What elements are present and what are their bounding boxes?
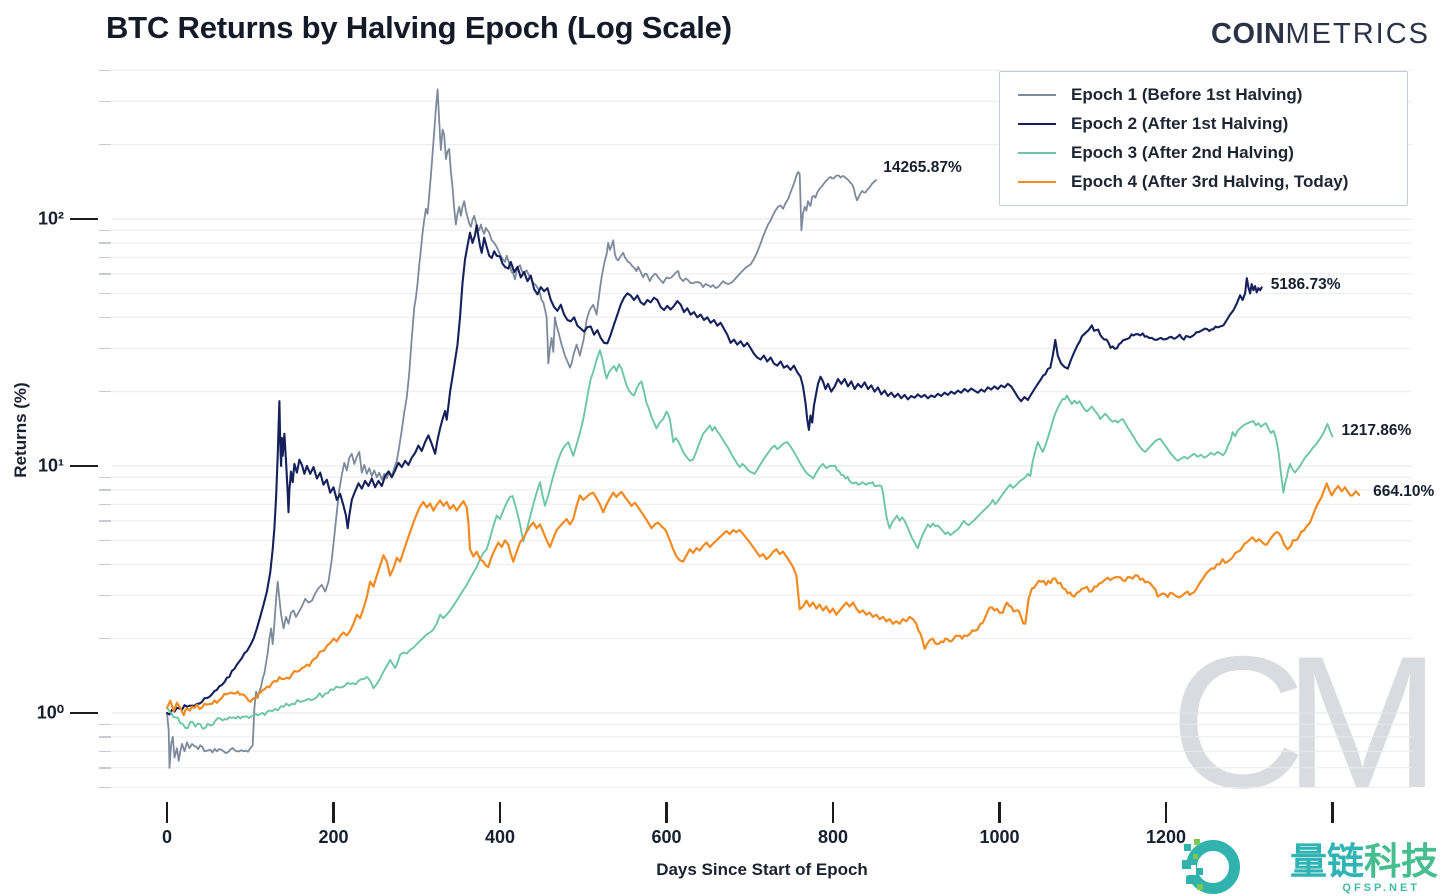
y-tick-major	[70, 464, 98, 468]
x-tick	[1164, 802, 1168, 823]
x-tick-label: 0	[161, 827, 172, 847]
y-tick-label: 10¹	[37, 455, 64, 476]
y-tick-minor	[99, 292, 111, 295]
legend-item-epoch-3: Epoch 3 (After 2nd Halving)	[1000, 138, 1407, 167]
legend-line-swatch	[1018, 151, 1056, 154]
y-tick-minor	[99, 316, 111, 319]
x-axis-title: Days Since Start of Epoch	[656, 860, 868, 879]
x-tick	[1331, 802, 1334, 823]
series-line-epoch-2	[165, 224, 1263, 716]
end-label-epoch-2: 5186.73%	[1270, 276, 1341, 294]
y-axis-title: Returns (%)	[11, 382, 30, 478]
y-tick-minor	[99, 69, 111, 72]
y-tick-major	[70, 217, 98, 221]
x-tick	[332, 802, 335, 823]
x-tick-label: 600	[651, 827, 682, 847]
x-tick-label: 400	[484, 827, 516, 847]
y-tick-minor	[99, 476, 111, 479]
y-tick-minor	[99, 503, 111, 506]
legend-label: Epoch 4 (After 3rd Halving, Today)	[1071, 171, 1349, 191]
logo-metrics-text: METRICS	[1285, 18, 1430, 50]
y-tick-minor	[99, 242, 111, 244]
qfsp-brand-name: 量链科技	[1290, 841, 1438, 882]
end-label-epoch-1: 14265.87%	[883, 159, 962, 177]
legend-line-swatch	[1018, 122, 1056, 125]
y-tick-minor	[99, 256, 111, 259]
y-tick-minor	[99, 563, 111, 566]
legend: Epoch 1 (Before 1st Halving) Epoch 2 (Aft…	[999, 71, 1408, 206]
y-tick-minor	[99, 750, 111, 753]
x-tick	[165, 802, 169, 823]
x-tick-label: 800	[817, 827, 849, 847]
legend-label: Epoch 2 (After 1st Halving)	[1071, 113, 1289, 133]
series-line-epoch-4	[165, 482, 1361, 717]
y-tick-minor	[99, 786, 111, 789]
y-tick-minor	[99, 637, 111, 640]
legend-label: Epoch 1 (Before 1st Halving)	[1071, 84, 1303, 104]
x-tick	[498, 802, 502, 823]
y-tick-minor	[99, 273, 111, 275]
legend-label: Epoch 3 (After 2nd Halving)	[1071, 142, 1294, 162]
y-tick-minor	[99, 347, 111, 349]
end-label-epoch-4: 664.10%	[1373, 482, 1435, 500]
logo-coin-text: COIN	[1211, 18, 1286, 50]
y-tick-major	[70, 711, 98, 715]
y-tick-minor	[99, 229, 111, 232]
x-tick-label: 1000	[979, 827, 1020, 847]
x-tick-label: 1200	[1145, 827, 1187, 847]
coinmetrics-logo: COINMETRICS	[1211, 18, 1430, 51]
x-tick	[831, 802, 835, 823]
y-tick-minor	[99, 723, 111, 726]
y-tick-minor	[99, 594, 111, 596]
legend-item-epoch-2: Epoch 2 (After 1st Halving)	[1000, 109, 1407, 138]
legend-item-epoch-4: Epoch 4 (After 3rd Halving, Today)	[1000, 167, 1407, 196]
y-tick-minor	[99, 143, 111, 146]
page-title: BTC Returns by Halving Epoch (Log Scale)	[106, 10, 732, 45]
end-label-epoch-3: 1217.86%	[1341, 422, 1412, 440]
y-tick-label: 10⁰	[36, 702, 64, 723]
y-tick-minor	[99, 736, 111, 738]
series-line-epoch-1	[166, 88, 878, 769]
x-tick	[665, 802, 668, 823]
y-tick-minor	[99, 520, 111, 522]
legend-line-swatch	[1018, 93, 1056, 96]
legend-item-epoch-1: Epoch 1 (Before 1st Halving)	[1000, 80, 1407, 109]
x-tick-label: 200	[318, 827, 349, 847]
y-tick-minor	[99, 767, 111, 769]
legend-line-swatch	[1018, 180, 1056, 183]
y-tick-minor	[99, 100, 111, 102]
cm-logo-watermark: CM	[1170, 617, 1440, 827]
qfsp-domain-text: QFSP.NET	[1342, 882, 1420, 894]
y-tick-minor	[99, 489, 111, 491]
qfsp-logo-icon	[1182, 838, 1240, 894]
y-tick-minor	[99, 390, 111, 393]
y-tick-minor	[99, 539, 111, 542]
x-tick	[998, 802, 1001, 823]
series-line-epoch-3	[166, 349, 1334, 730]
y-tick-label: 10²	[37, 208, 64, 229]
